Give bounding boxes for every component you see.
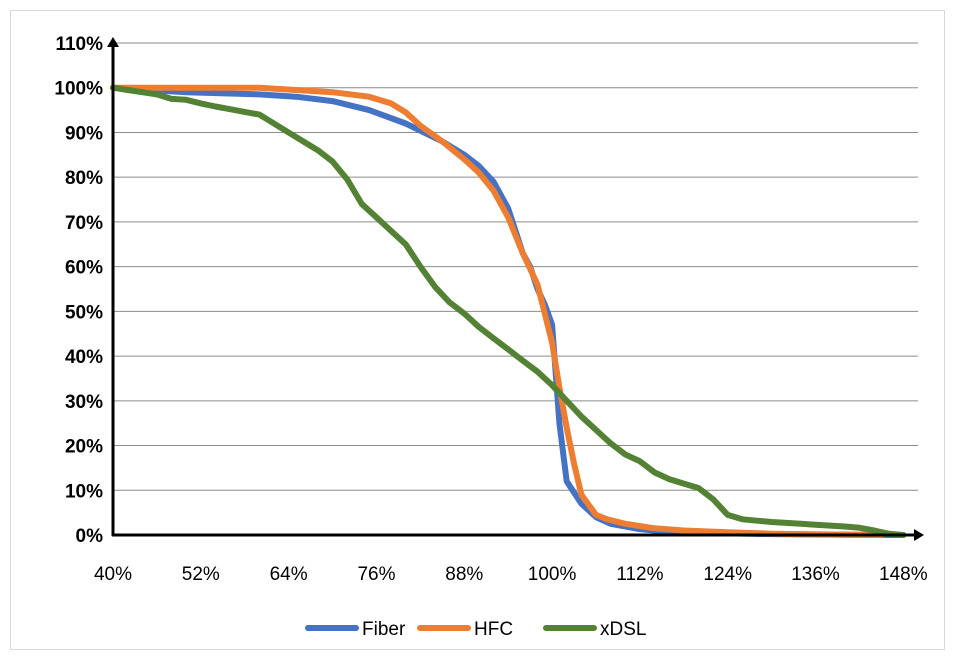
series-line-xdsl: [110, 84, 907, 538]
y-tick-label: 110%: [55, 34, 103, 55]
chart-frame: [10, 10, 945, 650]
axes: [107, 37, 924, 541]
y-tick-label: 70%: [65, 213, 103, 234]
y-tick-labels: 0% 10% 20% 30% 40% 50% 60% 70% 80% 90% 100% 110%: [54, 34, 103, 547]
x-tick-label: 112%: [616, 564, 663, 585]
y-axis-arrow: [107, 37, 119, 47]
y-tick-label: 100%: [54, 79, 103, 100]
y-tick-label: 60%: [65, 258, 103, 279]
x-axis-arrow: [914, 529, 924, 541]
x-tick-label: 124%: [703, 564, 752, 585]
series-lines: [110, 84, 907, 538]
y-tick-label: 30%: [65, 392, 103, 413]
y-tick-label: 90%: [65, 123, 103, 144]
legend-label-fiber: Fiber: [362, 619, 406, 640]
x-tick-label: 40%: [94, 564, 132, 585]
x-tick-label: 88%: [445, 564, 483, 585]
y-tick-label: 50%: [65, 302, 103, 323]
x-tick-label: 148%: [879, 564, 928, 585]
x-tick-label: 136%: [791, 564, 840, 585]
x-tick-labels: 40% 52% 64% 76% 88% 100% 112% 124% 136% 148%: [94, 564, 928, 585]
legend: Fiber HFC xDSL: [305, 619, 646, 640]
x-tick-label: 100%: [528, 564, 577, 585]
legend-label-xdsl: xDSL: [600, 619, 646, 640]
y-tick-label: 10%: [65, 481, 103, 502]
x-tick-label: 52%: [182, 564, 220, 585]
gridlines: [113, 42, 918, 491]
y-tick-label: 40%: [65, 347, 103, 368]
x-tick-label: 76%: [357, 564, 395, 585]
y-tick-label: 80%: [65, 168, 103, 189]
y-tick-label: 20%: [65, 437, 103, 458]
x-tick-label: 64%: [270, 564, 308, 585]
y-tick-label: 0%: [76, 526, 104, 547]
legend-label-hfc: HFC: [474, 619, 513, 640]
series-line-hfc: [110, 84, 885, 538]
